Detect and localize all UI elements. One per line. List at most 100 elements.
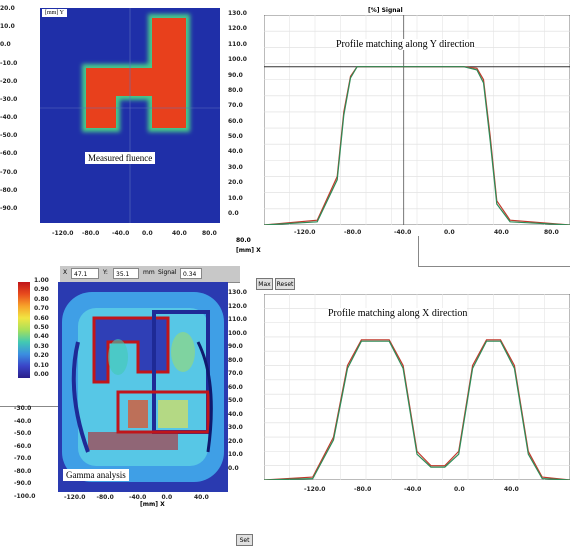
y-tick-label: 50.0 <box>228 397 243 405</box>
x-tick-label: 40.0 <box>494 229 509 236</box>
x-tick-label: -40.0 <box>129 494 147 501</box>
y-tick-label: 30.0 <box>228 424 243 432</box>
y-tick-label: -100.0 <box>14 493 36 500</box>
x-tick-label: 0.0 <box>444 229 455 236</box>
y-tick-label: 0.40 <box>34 333 49 341</box>
y-tick-label: 100.0 <box>228 329 247 337</box>
y-tick-label: -10.0 <box>0 59 18 67</box>
gamma-map-svg <box>62 292 224 482</box>
profile-y-panel: [%] Signal 130.0 120.0 110.0 100.0 90.0 80.0 7… <box>228 5 570 260</box>
fluence-map-panel: 20.0 10.0 0.0 -10.0 -20.0 -30.0 -40.0 -50.0 -60.… <box>0 0 258 265</box>
y-tick-label: 100.0 <box>228 56 247 64</box>
y-tick-label: 0.0 <box>0 41 11 49</box>
fluence-field-shape <box>86 18 186 128</box>
gamma-colorbar <box>18 282 30 378</box>
series-line-2 <box>264 340 570 480</box>
profile-x-panel: 130.0 120.0 110.0 100.0 90.0 80.0 70.0 60.0 50.0… <box>228 289 570 509</box>
profile-x-yticks: 130.0 120.0 110.0 100.0 90.0 80.0 70.0 60.0 50.0… <box>228 289 260 478</box>
profile-x-title: Profile matching along X direction <box>328 308 468 319</box>
y-tick-label: -70.0 <box>14 455 32 463</box>
profile-x-plot[interactable] <box>264 294 570 480</box>
y-tick-label: 30.0 <box>228 163 243 171</box>
x-tick-label: -80.0 <box>96 494 114 501</box>
toolbar-signal-field[interactable]: 0.34 <box>180 268 202 279</box>
y-tick-label: 130.0 <box>228 289 247 296</box>
x-tick-label: -120.0 <box>64 494 86 501</box>
x-tick-label: 40.0 <box>172 230 187 237</box>
fluence-map-image[interactable]: [mm] Y Measured fluence <box>40 8 220 223</box>
gamma-caption: Gamma analysis <box>63 469 129 481</box>
gamma-x-ticks: -120.0 -80.0 -40.0 0.0 40.0 <box>58 492 228 502</box>
y-tick-label: -50.0 <box>14 430 32 438</box>
fluence-caption: Measured fluence <box>85 152 156 164</box>
y-tick-label: 10.0 <box>228 451 243 459</box>
y-tick-label: 20.0 <box>0 5 15 12</box>
y-tick-label: 1.00 <box>34 277 49 284</box>
x-tick-label: -80.0 <box>82 230 100 237</box>
y-tick-label: -50.0 <box>0 132 18 140</box>
y-tick-label: -40.0 <box>14 417 32 425</box>
x-tick-label: -120.0 <box>52 230 74 237</box>
x-tick-label: -120.0 <box>304 486 326 493</box>
y-tick-label: 0.80 <box>34 295 49 303</box>
y-tick-label: 0.20 <box>34 352 49 360</box>
y-tick-label: 10.0 <box>228 194 243 202</box>
y-tick-label: 0.10 <box>34 361 49 369</box>
y-tick-label: -90.0 <box>0 205 18 212</box>
middle-axis-unit: [mm] X <box>236 247 261 254</box>
gamma-map-image[interactable]: Gamma analysis <box>58 282 228 492</box>
y-tick-label: 90.0 <box>228 343 243 351</box>
y-tick-label: -80.0 <box>14 467 32 475</box>
y-tick-label: -40.0 <box>0 114 18 122</box>
x-tick-label: 0.0 <box>142 230 153 237</box>
y-tick-label: 0.90 <box>34 286 49 294</box>
x-tick-label: 80.0 <box>202 230 217 237</box>
y-tick-label: 60.0 <box>228 383 243 391</box>
reset-button[interactable]: Reset <box>275 278 295 290</box>
y-tick-label: 110.0 <box>228 316 247 324</box>
x-tick-label: -120.0 <box>294 229 316 236</box>
fluence-x-ticks: -120.0 -80.0 -40.0 0.0 40.0 80.0 <box>40 228 230 242</box>
y-tick-label: -30.0 <box>14 405 32 412</box>
gamma-x-unit: [mm] X <box>140 501 165 508</box>
gamma-toolbar: X 47.1 Y: 35.1 mm Signal 0.34 <box>60 266 240 283</box>
x-tick-label: -40.0 <box>394 229 412 236</box>
toolbar-y-field[interactable]: 35.1 <box>113 268 139 279</box>
x-tick-label: -40.0 <box>404 486 422 493</box>
y-tick-label: 0.0 <box>228 465 239 472</box>
max-button[interactable]: Max <box>256 278 273 290</box>
profile-y-title: Profile matching along Y direction <box>336 39 475 50</box>
toolbar-x-field[interactable]: 47.1 <box>71 268 99 279</box>
fluence-y-ticks: 20.0 10.0 0.0 -10.0 -20.0 -30.0 -40.0 -50.0 -60.… <box>0 5 38 218</box>
x-tick-label: -80.0 <box>344 229 362 236</box>
y-tick-label: 0.50 <box>34 324 49 331</box>
y-tick-label: 120.0 <box>228 302 247 310</box>
y-tick-label: -70.0 <box>0 168 18 176</box>
y-tick-label: 80.0 <box>228 356 243 364</box>
y-tick-label: -80.0 <box>0 186 18 194</box>
fluence-y-unit-label: [mm] Y <box>42 9 67 17</box>
gamma-colorbar-ticks: 1.00 0.90 0.80 0.70 0.60 0.50 0.40 0.30 0.20 0.10… <box>34 277 58 380</box>
set-button[interactable]: Set <box>236 534 253 546</box>
fluence-map-svg <box>40 8 220 223</box>
y-tick-label: 0.0 <box>228 210 239 217</box>
y-tick-label: 0.70 <box>34 305 49 313</box>
profile-y-plot[interactable] <box>264 15 570 225</box>
x-tick-label: 0.0 <box>161 494 173 501</box>
profile-y-yticks: 130.0 120.0 110.0 100.0 90.0 80.0 70.0 60.0 50.0… <box>228 10 260 223</box>
y-tick-label: 50.0 <box>228 133 243 141</box>
y-tick-label: 110.0 <box>228 40 247 48</box>
y-tick-label: 60.0 <box>228 117 243 125</box>
y-tick-label: 0.30 <box>34 342 49 350</box>
y-tick-label: 0.00 <box>34 371 49 378</box>
y-tick-label: 70.0 <box>228 102 243 110</box>
profile-y-header: [%] Signal <box>368 7 403 14</box>
x-tick-label: -40.0 <box>112 230 130 237</box>
y-tick-label: -20.0 <box>0 77 18 85</box>
toolbar-y-label: Y: <box>103 269 108 276</box>
y-tick-label: 130.0 <box>228 10 247 17</box>
y-tick-label: 10.0 <box>0 23 15 31</box>
y-tick-label: 20.0 <box>228 437 243 445</box>
y-tick-label: -30.0 <box>0 95 18 103</box>
toolbar-x-label: X <box>63 269 68 276</box>
